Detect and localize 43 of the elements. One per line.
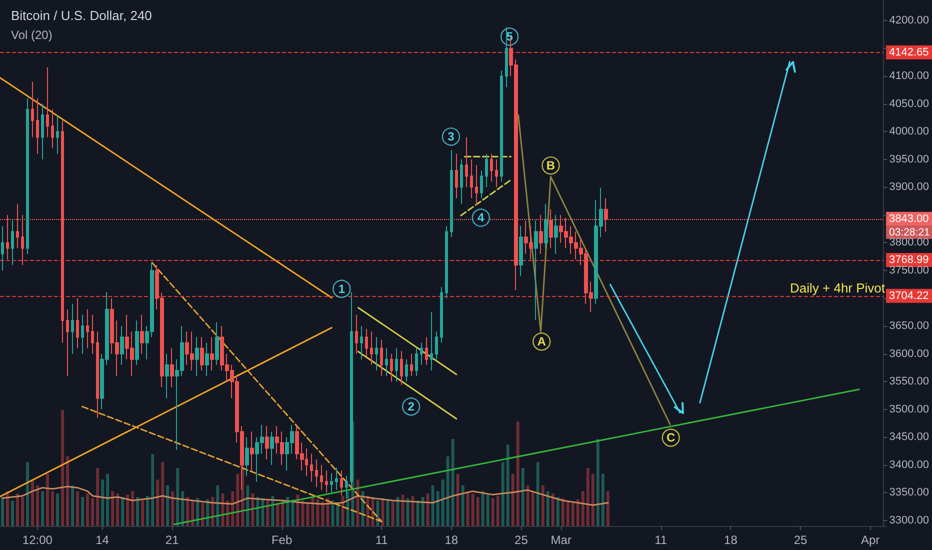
y-tick-label: 3500.00 [889,403,930,416]
y-tick-label: 4000.00 [889,126,930,138]
x-tick-label: 18 [724,533,738,547]
y-tick-label: 3950.00 [889,153,930,166]
annotation: 3 [448,130,455,144]
y-tick-label: 3750.00 [889,264,930,276]
x-tick-label: 25 [794,533,808,547]
y-tick-label: 3550.00 [889,376,930,388]
text: 03:28:21 [889,226,930,238]
y-tick-label: 3400.00 [889,458,930,471]
y-tick-label: 4100.00 [889,70,930,82]
text: Bitcoin / U.S. Dollar, 240 [11,8,152,23]
x-tick-label: 12:00 [22,533,53,547]
y-tick-label: 3600.00 [889,348,930,360]
x-tick-label: 18 [444,533,458,547]
annotation: 1 [338,282,346,296]
x-tick-label: Feb [271,533,292,547]
y-tick-label: 3350.00 [889,486,930,499]
y-tick-label: 4200.00 [889,14,930,27]
x-tick-label: 11 [375,533,388,547]
x-tick-label: 11 [654,533,668,547]
annotation: 2 [408,400,415,414]
ref-line-label: 3768.99 [889,254,929,266]
annotation: B [546,158,556,173]
annotation: C [666,430,676,445]
x-tick-label: 14 [96,533,110,547]
ref-line-label: 4142.65 [889,46,929,58]
y-tick-label: 3800.00 [889,236,930,249]
chart-title: Vol (20) [11,28,52,42]
x-tick-label: Mar [550,533,572,547]
x-tick-label: Apr [861,533,880,547]
ref-line-label: 3843.00 [889,212,929,225]
x-tick-label: 21 [165,533,180,547]
y-tick-label: 3650.00 [889,320,930,332]
annotation: 4 [478,210,485,225]
y-tick-label: 4050.00 [889,98,930,110]
x-tick-label: 25 [514,533,528,547]
annotation: A [537,334,546,349]
annotation: Daily + 4hr Pivot [790,280,886,296]
y-tick-label: 3300.00 [889,514,930,526]
y-tick-label: 3450.00 [889,431,930,444]
ref-line-label: 3704.22 [889,290,929,302]
y-tick-label: 3900.00 [889,181,930,194]
